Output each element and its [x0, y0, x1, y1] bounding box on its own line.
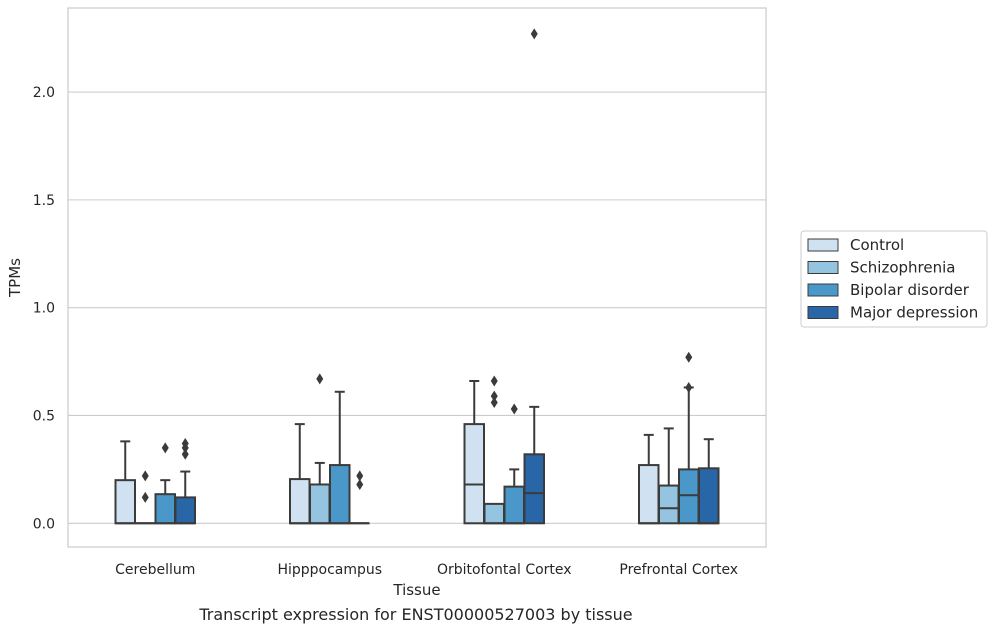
y-tick-label: 0.5: [33, 408, 55, 424]
outlier-point: [141, 491, 149, 503]
box-body: [114, 479, 136, 525]
outlier-point: [316, 373, 324, 385]
box-body: [678, 468, 700, 525]
box-body: [309, 483, 331, 525]
legend-swatch: [807, 306, 839, 319]
box-body: [174, 496, 196, 525]
y-tick-label: 1.0: [33, 301, 55, 317]
outlier-point: [510, 403, 518, 415]
outlier-point: [490, 390, 498, 402]
y-tick-label: 1.5: [33, 193, 55, 209]
x-tick-labels: Cerebellum Hipppocampus Orbitofontal Corte…: [115, 562, 738, 578]
box-major-depression: [350, 470, 370, 525]
box-control: [463, 379, 485, 525]
box-bipolar-disorder: [678, 351, 700, 525]
legend-swatch: [807, 283, 839, 297]
legend-label: Schizophrenia: [850, 259, 955, 277]
y-axis-label: TPMs: [6, 258, 24, 298]
box-body: [463, 423, 485, 525]
box-body: [154, 493, 176, 525]
y-tick-label: 2.0: [33, 85, 55, 101]
outlier-point: [685, 351, 693, 363]
box-major-depression: [698, 438, 720, 525]
box-major-depression: [523, 28, 545, 525]
outlier-point: [356, 478, 364, 490]
legend-swatch: [807, 238, 839, 252]
y-tick-label: 0.0: [33, 516, 55, 532]
legend-label: Bipolar disorder: [850, 281, 970, 299]
x-tick-label: Hipppocampus: [277, 562, 382, 578]
outlier-point: [685, 381, 693, 393]
box-bipolar-disorder: [503, 403, 525, 525]
legend-label: Major depression: [850, 304, 978, 322]
box-body: [289, 478, 311, 525]
x-axis-label: Tissue: [392, 581, 440, 599]
box-schizophrenia: [483, 375, 505, 525]
box-control: [114, 440, 136, 525]
box-body: [638, 464, 660, 525]
legend-swatch: [807, 261, 839, 274]
outlier-point: [356, 470, 364, 482]
box-body: [523, 453, 545, 525]
box-body: [483, 502, 505, 525]
legend-label: Control: [850, 236, 904, 254]
box-control: [638, 433, 660, 525]
plot-frame: [67, 7, 767, 548]
box-schizophrenia: [309, 373, 331, 525]
x-tick-label: Prefrontal Cortex: [619, 562, 738, 578]
boxes: [114, 28, 720, 525]
outlier-point: [490, 397, 498, 409]
box-body: [698, 467, 720, 525]
figure-caption: Transcript expression for ENST0000052700…: [199, 605, 633, 624]
outlier-point: [161, 442, 169, 454]
legend: Control Schizophrenia Bipolar disorder Majo…: [800, 230, 988, 328]
outlier-point: [490, 375, 498, 387]
outlier-point: [181, 438, 189, 450]
box-major-depression: [174, 438, 196, 525]
box-body: [658, 484, 680, 525]
outlier-point: [530, 28, 538, 40]
grid-lines: [68, 91, 766, 524]
legend-frame: [800, 230, 988, 328]
outlier-point: [181, 448, 189, 460]
y-tick-labels: 0.0 0.5 1.0 1.5 2.0: [33, 85, 55, 532]
box-schizophrenia: [135, 470, 155, 525]
box-body: [329, 464, 351, 525]
outlier-point: [141, 470, 149, 482]
box-bipolar-disorder: [154, 442, 176, 525]
box-schizophrenia: [658, 427, 680, 525]
box-body: [503, 485, 525, 525]
x-tick-label: Orbitofontal Cortex: [437, 562, 572, 578]
box-bipolar-disorder: [329, 390, 351, 525]
x-tick-label: Cerebellum: [115, 562, 195, 578]
box-control: [289, 423, 311, 525]
